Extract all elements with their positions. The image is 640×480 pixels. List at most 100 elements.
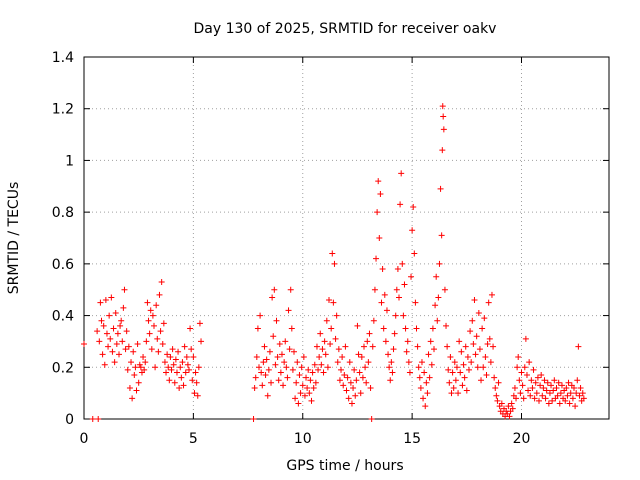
data-point: [537, 382, 544, 389]
data-point: [521, 364, 528, 371]
data-point: [81, 341, 87, 348]
data-point: [282, 338, 289, 345]
data-point: [438, 232, 445, 239]
data-point: [484, 341, 491, 348]
x-axis-label: GPS time / hours: [286, 458, 403, 474]
data-point: [340, 382, 347, 389]
data-point: [374, 209, 381, 216]
data-point: [445, 366, 452, 373]
data-point: [390, 346, 397, 353]
data-point: [556, 400, 563, 407]
data-point: [506, 413, 513, 420]
data-point: [293, 379, 300, 386]
data-point: [278, 351, 285, 358]
data-point: [440, 113, 447, 120]
data-point: [530, 366, 537, 373]
data-point: [529, 384, 536, 391]
data-point: [491, 374, 498, 381]
data-point: [313, 343, 320, 350]
data-point: [348, 400, 355, 407]
data-point: [301, 392, 308, 399]
data-point: [380, 325, 387, 332]
data-point: [509, 405, 516, 412]
data-point: [455, 390, 462, 397]
data-point: [492, 384, 499, 391]
data-point: [114, 330, 121, 337]
data-point: [383, 307, 390, 314]
data-point: [367, 384, 374, 391]
data-point: [130, 348, 137, 355]
data-point: [563, 384, 570, 391]
data-point: [344, 374, 351, 381]
data-point: [323, 317, 330, 324]
data-point: [310, 384, 317, 391]
y-axis-label: SRMTID / TECUs: [6, 182, 22, 295]
y-tick-label: 1: [65, 153, 74, 169]
data-point: [339, 353, 346, 360]
data-point: [441, 286, 448, 293]
data-point: [121, 286, 128, 293]
data-point: [256, 364, 262, 371]
data-point: [550, 387, 557, 394]
data-point: [565, 379, 572, 386]
data-point: [101, 361, 108, 368]
data-point: [254, 325, 261, 332]
data-point: [96, 338, 103, 345]
data-point: [153, 302, 160, 309]
data-point: [262, 372, 269, 379]
data-point: [409, 227, 416, 234]
data-point: [456, 338, 463, 345]
data-point: [522, 335, 529, 342]
x-tick-label: 0: [80, 431, 89, 447]
data-point: [189, 377, 196, 384]
data-point: [528, 377, 535, 384]
data-point: [572, 403, 579, 410]
data-point: [361, 343, 367, 350]
data-point: [437, 185, 444, 192]
data-point: [273, 317, 280, 324]
data-point: [140, 353, 147, 360]
data-point: [141, 366, 148, 373]
data-point: [478, 377, 485, 384]
data-point: [371, 286, 378, 293]
data-point: [149, 312, 156, 319]
data-point: [345, 395, 352, 402]
data-point: [102, 297, 109, 304]
data-point: [495, 379, 502, 386]
data-point: [184, 361, 191, 368]
data-point: [523, 372, 530, 379]
y-tick-label: 1.4: [52, 50, 74, 66]
y-tick-label: 0.4: [52, 309, 74, 325]
data-point: [260, 359, 267, 366]
data-point: [369, 343, 376, 350]
data-point: [98, 317, 105, 324]
data-point: [564, 392, 571, 399]
data-point: [436, 260, 443, 267]
data-point: [316, 353, 323, 360]
data-point: [505, 403, 512, 410]
data-point: [562, 397, 569, 404]
data-point: [470, 341, 477, 348]
data-point: [414, 343, 421, 350]
data-point: [353, 377, 360, 384]
data-point: [131, 372, 138, 379]
data-point: [276, 341, 283, 348]
data-point: [542, 395, 549, 402]
data-point: [580, 395, 587, 402]
data-point: [186, 366, 192, 373]
data-point: [385, 351, 392, 358]
data-point: [362, 364, 369, 371]
data-point: [467, 328, 474, 335]
data-point: [155, 348, 162, 355]
data-point: [169, 346, 176, 353]
data-point: [182, 369, 189, 376]
data-point: [319, 346, 326, 353]
data-point: [401, 281, 408, 288]
y-tick-label: 1.2: [52, 102, 74, 118]
data-point: [346, 359, 353, 366]
data-point: [118, 317, 125, 324]
data-point: [268, 379, 275, 386]
data-point: [333, 312, 340, 319]
data-point: [474, 364, 481, 371]
x-tick-label: 20: [513, 431, 531, 447]
